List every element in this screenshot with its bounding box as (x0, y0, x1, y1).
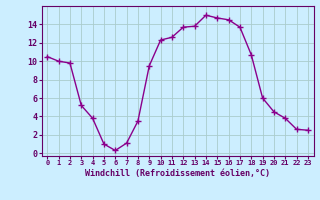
X-axis label: Windchill (Refroidissement éolien,°C): Windchill (Refroidissement éolien,°C) (85, 169, 270, 178)
